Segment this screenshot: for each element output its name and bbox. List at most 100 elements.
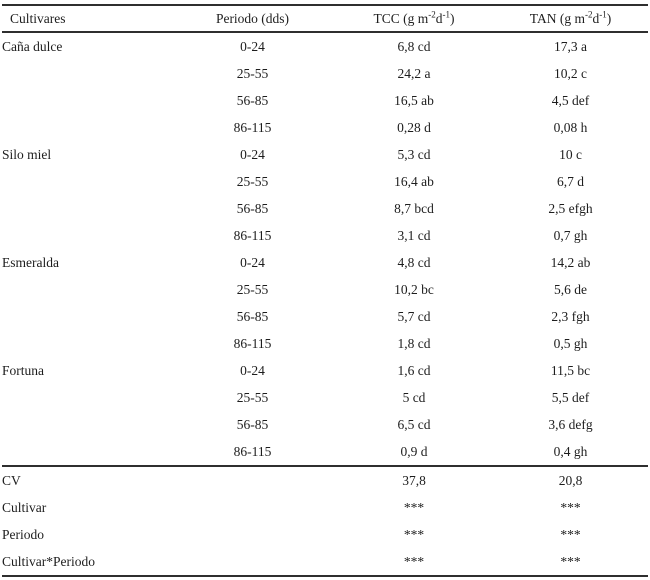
tcc-cell: 5,3 cd xyxy=(397,146,431,162)
cultivar-cell xyxy=(2,303,170,330)
tcc-cell: 1,6 cd xyxy=(397,362,431,378)
tan-cell: 10,2 c xyxy=(554,65,587,81)
tan-cell: 0,4 gh xyxy=(553,443,588,459)
stats-row-periodo: Periodo *** *** xyxy=(2,521,648,548)
table-row: Esmeralda 0-24 4,8 cd 14,2 ab xyxy=(2,249,648,276)
stats-tcc-cell: *** xyxy=(403,553,425,569)
tan-cell: 17,3 a xyxy=(554,38,587,54)
periodo-cell: 0-24 xyxy=(240,362,265,378)
table-row: Caña dulce 0-24 6,8 cd 17,3 a xyxy=(2,32,648,60)
tan-cell: 14,2 ab xyxy=(550,254,591,270)
periodo-cell: 25-55 xyxy=(236,65,269,81)
periodo-cell: 86-115 xyxy=(233,119,272,135)
stats-tan-cell: *** xyxy=(560,499,581,515)
table-row: 25-55 24,2 a 10,2 c xyxy=(2,60,648,87)
stats-tcc-cell: *** xyxy=(403,526,425,542)
cultivar-cell: Caña dulce xyxy=(2,38,63,54)
table-row: Fortuna 0-24 1,6 cd 11,5 bc xyxy=(2,357,648,384)
table-row: 86-115 0,9 d 0,4 gh xyxy=(2,438,648,466)
tcc-cell: 16,5 ab xyxy=(394,92,434,108)
tcc-cell: 3,1 cd xyxy=(397,227,431,243)
periodo-cell: 56-85 xyxy=(236,200,269,216)
tan-cell: 4,5 def xyxy=(551,92,590,108)
tcc-cell: 8,7 bcd xyxy=(394,200,434,216)
stats-tan-cell: *** xyxy=(560,526,581,542)
cultivar-cell xyxy=(2,384,170,411)
tan-cell: 6,7 d xyxy=(557,173,584,189)
column-header-tcc: TCC (g m-2d-1) xyxy=(335,5,493,33)
tcc-cell: 16,4 ab xyxy=(394,173,434,189)
cultivar-cell: Fortuna xyxy=(2,362,44,378)
tan-unit-sup2: -1 xyxy=(599,9,607,19)
cultivar-cell: Silo miel xyxy=(2,146,52,162)
table-row: Silo miel 0-24 5,3 cd 10 c xyxy=(2,141,648,168)
periodo-cell: 0-24 xyxy=(240,254,265,270)
stats-periodo-cell xyxy=(170,521,335,548)
periodo-cell: 86-115 xyxy=(233,443,272,459)
cultivar-cell xyxy=(2,87,170,114)
tcc-cell: 1,8 cd xyxy=(397,335,431,351)
table-row: 56-85 6,5 cd 3,6 defg xyxy=(2,411,648,438)
tcc-unit-sup1: -2 xyxy=(428,9,436,19)
table-row: 25-55 5 cd 5,5 def xyxy=(2,384,648,411)
table-row: 86-115 0,28 d 0,08 h xyxy=(2,114,648,141)
stats-row-cv: CV 37,8 20,8 xyxy=(2,466,648,494)
tcc-unit-mid: d xyxy=(435,10,443,26)
stats-label: Cultivar*Periodo xyxy=(2,553,95,569)
tan-cell: 11,5 bc xyxy=(550,362,591,378)
stats-label: Periodo xyxy=(2,526,44,542)
periodo-cell: 25-55 xyxy=(236,389,269,405)
tcc-unit-pre: TCC (g m xyxy=(373,10,429,26)
cultivar-cell: Esmeralda xyxy=(2,254,59,270)
header-row: Cultivares Periodo (dds) TCC (g m-2d-1) … xyxy=(2,5,648,33)
table-header: Cultivares Periodo (dds) TCC (g m-2d-1) … xyxy=(2,5,648,33)
stats-label: Cultivar xyxy=(2,499,47,515)
periodo-cell: 56-85 xyxy=(236,416,269,432)
tan-cell: 0,7 gh xyxy=(553,227,588,243)
stats-tcc-cell: 37,8 xyxy=(402,472,426,488)
table-row: 86-115 1,8 cd 0,5 gh xyxy=(2,330,648,357)
tan-cell: 0,5 gh xyxy=(553,335,588,351)
tcc-cell: 0,9 d xyxy=(400,443,428,459)
tan-cell: 10 c xyxy=(559,146,582,162)
cultivar-cell xyxy=(2,195,170,222)
cultivar-cell xyxy=(2,438,170,466)
tcc-cell: 6,5 cd xyxy=(397,416,431,432)
tcc-cell: 6,8 cd xyxy=(397,38,431,54)
tan-unit-mid: d xyxy=(592,10,600,26)
tcc-cell: 5 cd xyxy=(402,389,426,405)
table-row: 25-55 10,2 bc 5,6 de xyxy=(2,276,648,303)
tcc-cell: 5,7 cd xyxy=(397,308,431,324)
tcc-cell: 24,2 a xyxy=(397,65,431,81)
stats-row-cultivar: Cultivar *** *** xyxy=(2,494,648,521)
cultivar-cell xyxy=(2,222,170,249)
periodo-cell: 25-55 xyxy=(236,281,269,297)
cultivar-cell xyxy=(2,114,170,141)
periodo-cell: 0-24 xyxy=(240,38,265,54)
table-row: 25-55 16,4 ab 6,7 d xyxy=(2,168,648,195)
table-row: 56-85 16,5 ab 4,5 def xyxy=(2,87,648,114)
periodo-cell: 25-55 xyxy=(236,173,269,189)
periodo-cell: 0-24 xyxy=(240,146,265,162)
tcc-unit-post: ) xyxy=(450,10,455,26)
stats-label: CV xyxy=(2,472,21,488)
tan-cell: 5,5 def xyxy=(551,389,590,405)
tan-unit-pre: TAN (g m xyxy=(529,10,585,26)
tan-cell: 2,5 efgh xyxy=(548,200,593,216)
tan-unit-sup1: -2 xyxy=(584,9,593,19)
stats-tan-cell: 20,8 xyxy=(558,472,583,488)
cultivar-cell xyxy=(2,330,170,357)
tcc-cell: 0,28 d xyxy=(397,119,431,135)
column-header-tan: TAN (g m-2d-1) xyxy=(493,5,648,33)
stats-periodo-cell xyxy=(170,494,335,521)
column-header-periodo: Periodo (dds) xyxy=(170,5,335,33)
tan-cell: 5,6 de xyxy=(554,281,587,297)
stats-tcc-cell: *** xyxy=(403,499,425,515)
tcc-cell: 10,2 bc xyxy=(394,281,434,297)
stats-row-interaction: Cultivar*Periodo *** *** xyxy=(2,548,648,576)
tan-unit-post: ) xyxy=(606,10,612,26)
tcc-unit-sup2: -1 xyxy=(442,9,451,19)
periodo-cell: 86-115 xyxy=(233,335,272,351)
tan-cell: 3,6 defg xyxy=(548,416,593,432)
